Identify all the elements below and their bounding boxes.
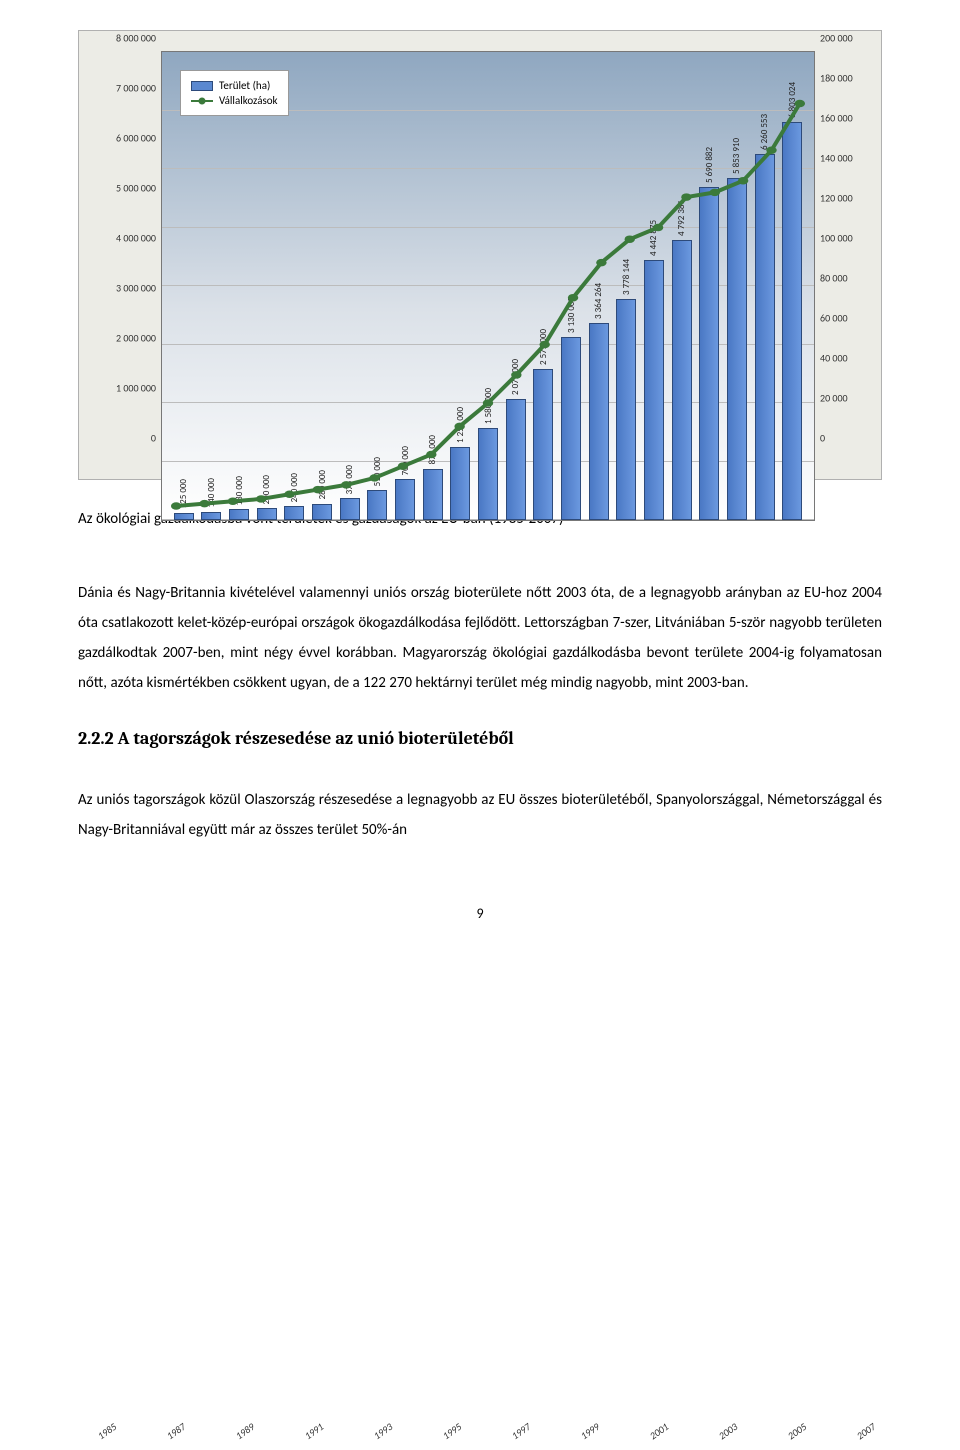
bar-value-label: 5 690 882 — [704, 147, 715, 183]
bar-value-label: 375 000 — [344, 465, 355, 494]
bar — [312, 504, 332, 520]
bar-value-label: 3 778 144 — [621, 259, 632, 295]
x-tick: 1985 — [91, 1418, 125, 1450]
y-left-tick: 1 000 000 — [101, 382, 156, 395]
bar — [644, 260, 664, 520]
bar-value-label: 4 442 875 — [648, 220, 659, 256]
y-right-tick: 20 000 — [820, 392, 865, 405]
y-left-tick: 8 000 000 — [101, 32, 156, 45]
x-tick: 2005 — [781, 1418, 815, 1450]
y-left-tick: 0 — [101, 432, 156, 445]
y-left-tick: 5 000 000 — [101, 182, 156, 195]
bar-value-label: 280 000 — [317, 470, 328, 499]
legend-label-bar: Terület (ha) — [219, 79, 270, 92]
bar-value-label: 510 000 — [372, 457, 383, 486]
x-tick: 1995 — [436, 1418, 470, 1450]
y-right-tick: 60 000 — [820, 312, 865, 325]
chart-bg: Terület (ha) Vállalkozások 125 000 140 00… — [161, 51, 815, 521]
bar — [616, 299, 636, 520]
bar-value-label: 180 000 — [234, 476, 245, 505]
bar-value-label: 200 000 — [261, 475, 272, 504]
bar — [478, 428, 498, 520]
bar — [782, 122, 802, 520]
legend-label-line: Vállalkozások — [219, 94, 278, 107]
bar-value-label: 5 853 910 — [731, 138, 742, 174]
bar — [533, 369, 553, 520]
bar — [284, 506, 304, 520]
bar-value-label: 140 000 — [206, 478, 217, 507]
x-tick: 1997 — [505, 1418, 539, 1450]
y-right-tick: 0 — [820, 432, 865, 445]
y-left-tick: 6 000 000 — [101, 132, 156, 145]
bar — [755, 154, 775, 520]
x-tick: 1993 — [367, 1418, 401, 1450]
y-right-tick: 120 000 — [820, 192, 865, 205]
bar-value-label: 1 250 000 — [455, 407, 466, 443]
y-axis-right: 0 20 000 40 000 60 000 80 000 100 000 120 000 1… — [820, 51, 865, 451]
bar-value-label: 700 000 — [400, 446, 411, 475]
chart-plot: Terület (ha) Vállalkozások 125 000140 00… — [161, 51, 815, 451]
bar-value-label: 3 130 000 — [566, 297, 577, 333]
y-left-tick: 3 000 000 — [101, 282, 156, 295]
bar — [450, 447, 470, 520]
y-right-tick: 80 000 — [820, 272, 865, 285]
y-left-tick: 7 000 000 — [101, 82, 156, 95]
y-right-tick: 200 000 — [820, 32, 865, 45]
bar — [395, 479, 415, 520]
bar — [201, 512, 221, 520]
y-left-tick: 4 000 000 — [101, 232, 156, 245]
bar — [589, 323, 609, 520]
legend-swatch-bar — [191, 81, 213, 91]
paragraph-1: Dánia és Nagy-Britannia kivételével vala… — [78, 578, 882, 698]
y-right-tick: 40 000 — [820, 352, 865, 365]
bar — [506, 399, 526, 520]
bar-value-label: 3 364 264 — [593, 283, 604, 319]
bar-value-label: 4 792 381 — [676, 200, 687, 236]
bar-value-label: 875 000 — [427, 435, 438, 464]
x-tick: 2003 — [712, 1418, 746, 1450]
bar-value-label: 2 575 000 — [538, 329, 549, 365]
y-right-tick: 100 000 — [820, 232, 865, 245]
x-axis: 1985198719891991199319951997199920012003… — [74, 1424, 902, 1444]
bar-value-label: 240 000 — [289, 473, 300, 502]
y-axis-left: 0 1 000 000 2 000 000 3 000 000 4 000 000 5 0… — [101, 51, 156, 451]
section-heading: 2.2.2 A tagországok részesedése az unió … — [78, 728, 882, 749]
x-tick: 1987 — [160, 1418, 194, 1450]
x-tick: 1991 — [298, 1418, 332, 1450]
y-right-tick: 180 000 — [820, 72, 865, 85]
page-number: 9 — [78, 905, 882, 922]
bar — [699, 187, 719, 520]
bar — [257, 508, 277, 520]
y-right-tick: 160 000 — [820, 112, 865, 125]
bar-value-label: 1 580 000 — [483, 388, 494, 424]
paragraph-2: Az uniós tagországok közül Olaszország r… — [78, 785, 882, 845]
bar — [340, 498, 360, 520]
chart-container: Terület (ha) Vállalkozások 125 000140 00… — [78, 30, 882, 480]
legend-swatch-line — [191, 100, 213, 102]
bar — [229, 509, 249, 520]
bar — [423, 469, 443, 520]
bar-value-label: 2 075 000 — [510, 359, 521, 395]
bar-value-label: 125 000 — [178, 479, 189, 508]
x-tick: 2001 — [643, 1418, 677, 1450]
bar-value-label: 6 260 553 — [759, 114, 770, 150]
bar — [174, 513, 194, 520]
bar — [727, 178, 747, 520]
bar-value-label: 6 803 024 — [787, 82, 798, 118]
x-tick: 1999 — [574, 1418, 608, 1450]
y-left-tick: 2 000 000 — [101, 332, 156, 345]
bar — [561, 337, 581, 520]
bar — [672, 240, 692, 520]
y-right-tick: 140 000 — [820, 152, 865, 165]
x-tick: 1989 — [229, 1418, 263, 1450]
chart-legend: Terület (ha) Vállalkozások — [180, 70, 289, 116]
bar — [367, 490, 387, 520]
x-tick: 2007 — [850, 1418, 884, 1450]
